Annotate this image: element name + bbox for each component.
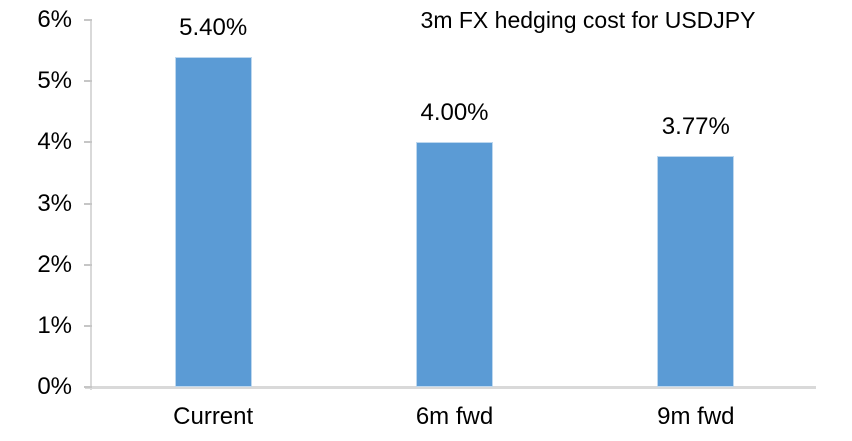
bar-6m-fwd [416, 142, 493, 387]
y-axis-tick-mark [84, 386, 92, 388]
y-axis-tick-label: 3% [37, 189, 72, 217]
bar-value-label: 3.77% [661, 113, 730, 141]
y-axis-tick-mark [84, 19, 92, 21]
bar-current [174, 56, 252, 387]
x-axis-line [85, 386, 816, 389]
bar-value-label: 5.40% [179, 13, 248, 41]
y-axis-tick-label: 6% [37, 6, 72, 33]
chart-title: 3m FX hedging cost for USDJPY [420, 7, 756, 33]
bar-9m-fwd [657, 156, 735, 387]
y-axis-tick-label: 1% [37, 311, 72, 339]
x-axis-category-label: Current [173, 403, 254, 430]
x-axis-category-label: 6m fwd [415, 403, 494, 430]
y-axis-tick-mark [84, 324, 92, 327]
y-axis-tick-label: 5% [37, 67, 72, 95]
y-axis-tick-mark [84, 141, 92, 144]
bar-value-label: 4.00% [420, 99, 489, 127]
y-axis-tick-mark [84, 263, 92, 266]
y-axis-line [90, 20, 92, 390]
y-axis-tick-mark [84, 202, 92, 205]
x-axis-category-label: 9m fwd [657, 403, 735, 430]
y-axis-tick-label: 2% [37, 250, 72, 278]
y-axis-tick-label: 4% [37, 128, 72, 156]
y-axis-tick-mark [84, 80, 92, 83]
y-axis-tick-label: 0% [37, 373, 72, 400]
